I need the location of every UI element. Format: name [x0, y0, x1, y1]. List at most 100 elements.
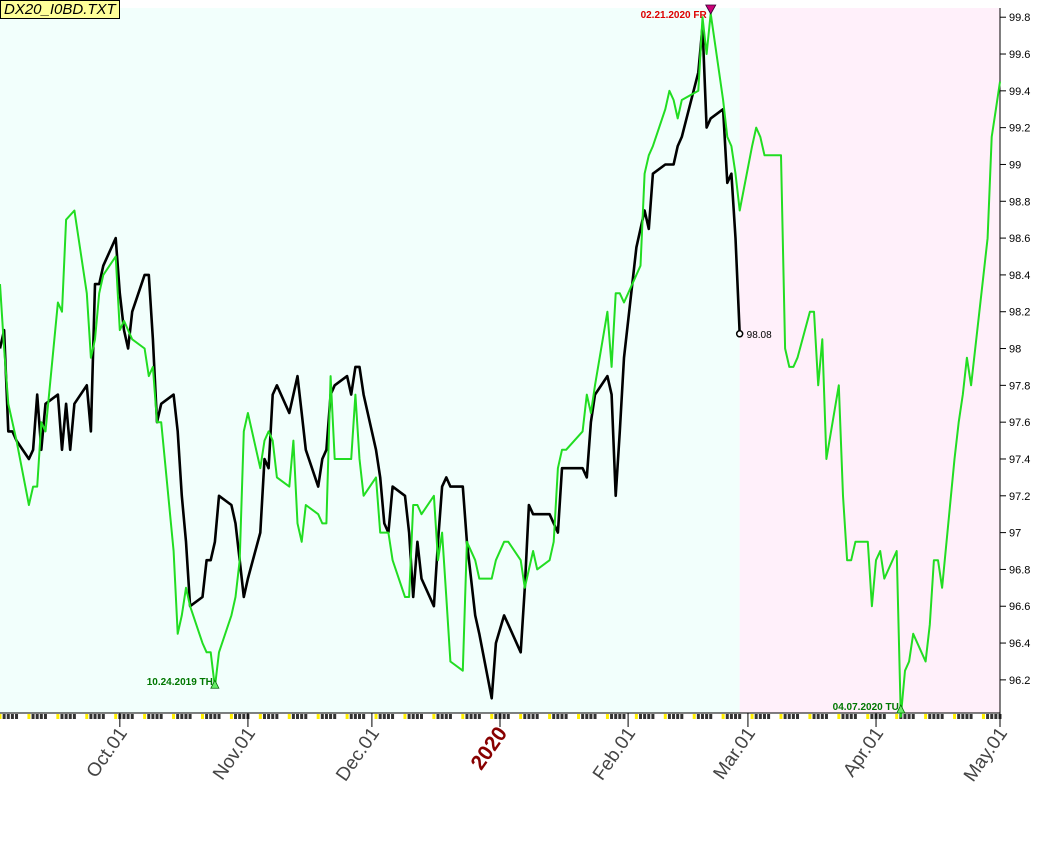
y-tick-label: 99.2 — [1009, 123, 1030, 135]
y-tick-label: 97.4 — [1009, 454, 1030, 466]
x-day-tick — [791, 714, 795, 719]
x-day-tick — [262, 714, 266, 719]
x-day-tick — [209, 714, 213, 719]
x-day-tick — [787, 714, 791, 719]
x-day-tick — [878, 714, 882, 719]
y-tick-label: 96.2 — [1009, 675, 1030, 687]
x-day-tick — [68, 714, 72, 719]
x-day-tick — [72, 714, 76, 719]
x-day-tick — [147, 714, 151, 719]
x-day-tick — [841, 714, 845, 719]
x-tick-label: Mar.01 — [710, 724, 761, 784]
x-day-tick — [725, 714, 729, 719]
x-day-tick — [750, 714, 754, 719]
x-day-tick — [845, 714, 849, 719]
x-day-tick — [419, 714, 423, 719]
y-tick-label: 96.8 — [1009, 564, 1030, 576]
x-day-tick — [386, 714, 390, 719]
x-day-tick — [734, 714, 738, 719]
x-day-tick — [490, 714, 494, 719]
x-day-tick — [820, 714, 824, 719]
series-line-black — [0, 25, 741, 700]
x-day-tick — [329, 714, 333, 719]
x-day-tick — [382, 714, 386, 719]
x-day-tick — [101, 714, 105, 719]
x-tick-label: May.01 — [960, 724, 1012, 786]
x-day-tick — [969, 714, 973, 719]
x-day-tick — [589, 714, 593, 719]
x-day-tick — [610, 714, 614, 719]
x-day-tick — [506, 714, 510, 719]
x-day-tick — [143, 714, 147, 719]
x-day-tick — [271, 714, 275, 719]
y-tick-label: 96.6 — [1009, 601, 1030, 613]
y-tick-label: 97.6 — [1009, 417, 1030, 429]
x-day-tick — [907, 714, 911, 719]
x-day-tick — [643, 714, 647, 719]
x-day-tick — [647, 714, 651, 719]
x-tick-label: Nov.01 — [209, 724, 260, 784]
x-day-tick — [783, 714, 787, 719]
x-day-tick — [349, 714, 353, 719]
x-day-tick — [403, 714, 407, 719]
x-day-tick — [114, 714, 118, 719]
x-day-tick — [172, 714, 176, 719]
series-line-green — [0, 12, 1001, 718]
x-day-tick — [15, 714, 19, 719]
x-day-tick — [527, 714, 531, 719]
x-day-tick — [638, 714, 642, 719]
x-day-tick — [93, 714, 97, 719]
x-day-tick — [700, 714, 704, 719]
x-day-tick — [440, 714, 444, 719]
x-day-tick — [593, 714, 597, 719]
x-day-tick — [705, 714, 709, 719]
y-tick-label: 98.4 — [1009, 270, 1030, 282]
x-day-tick — [895, 714, 899, 719]
x-tick-label: Oct.01 — [83, 724, 132, 782]
x-day-tick — [448, 714, 452, 719]
file-name-label: DX20_I0BD.TXT — [0, 0, 120, 19]
last-value-label: 98.08 — [747, 330, 772, 341]
y-tick-label: 99.4 — [1009, 86, 1030, 98]
x-day-tick — [824, 714, 828, 719]
x-day-tick — [990, 714, 994, 719]
x-day-tick — [754, 714, 758, 719]
high-annotation-label: 02.21.2020 FR — [641, 10, 708, 21]
x-day-tick — [556, 714, 560, 719]
x-day-tick — [721, 714, 725, 719]
x-day-tick — [676, 714, 680, 719]
x-day-tick — [502, 714, 506, 719]
x-day-tick — [473, 714, 477, 719]
chart-background — [0, 8, 1000, 713]
x-day-tick — [205, 714, 209, 719]
x-day-tick — [316, 714, 320, 719]
x-day-tick — [242, 714, 246, 719]
x-day-tick — [696, 714, 700, 719]
chart-annotations: 98.08 10.24.2019 TH 02.21.2020 FR 04.07.202… — [147, 4, 906, 714]
x-day-tick — [808, 714, 812, 719]
x-day-tick — [217, 714, 221, 719]
x-day-tick — [436, 714, 440, 719]
y-tick-label: 97.2 — [1009, 491, 1030, 503]
x-day-tick — [870, 714, 874, 719]
x-day-tick — [465, 714, 469, 719]
x-day-tick — [548, 714, 552, 719]
x-day-tick — [0, 714, 2, 719]
x-day-tick — [622, 714, 626, 719]
x-day-tick — [10, 714, 14, 719]
x-day-tick — [981, 714, 985, 719]
x-day-tick — [31, 714, 35, 719]
x-day-tick — [391, 714, 395, 719]
x-day-tick — [477, 714, 481, 719]
x-day-tick — [932, 714, 936, 719]
x-day-tick — [155, 714, 159, 719]
chart-series — [0, 12, 1001, 718]
x-tick-label: Feb.01 — [589, 724, 640, 785]
x-day-tick — [358, 714, 362, 719]
x-day-tick — [85, 714, 89, 719]
x-day-tick — [535, 714, 539, 719]
x-day-tick — [324, 714, 328, 719]
shade-history — [0, 8, 740, 713]
x-day-tick — [258, 714, 262, 719]
x-day-tick — [924, 714, 928, 719]
